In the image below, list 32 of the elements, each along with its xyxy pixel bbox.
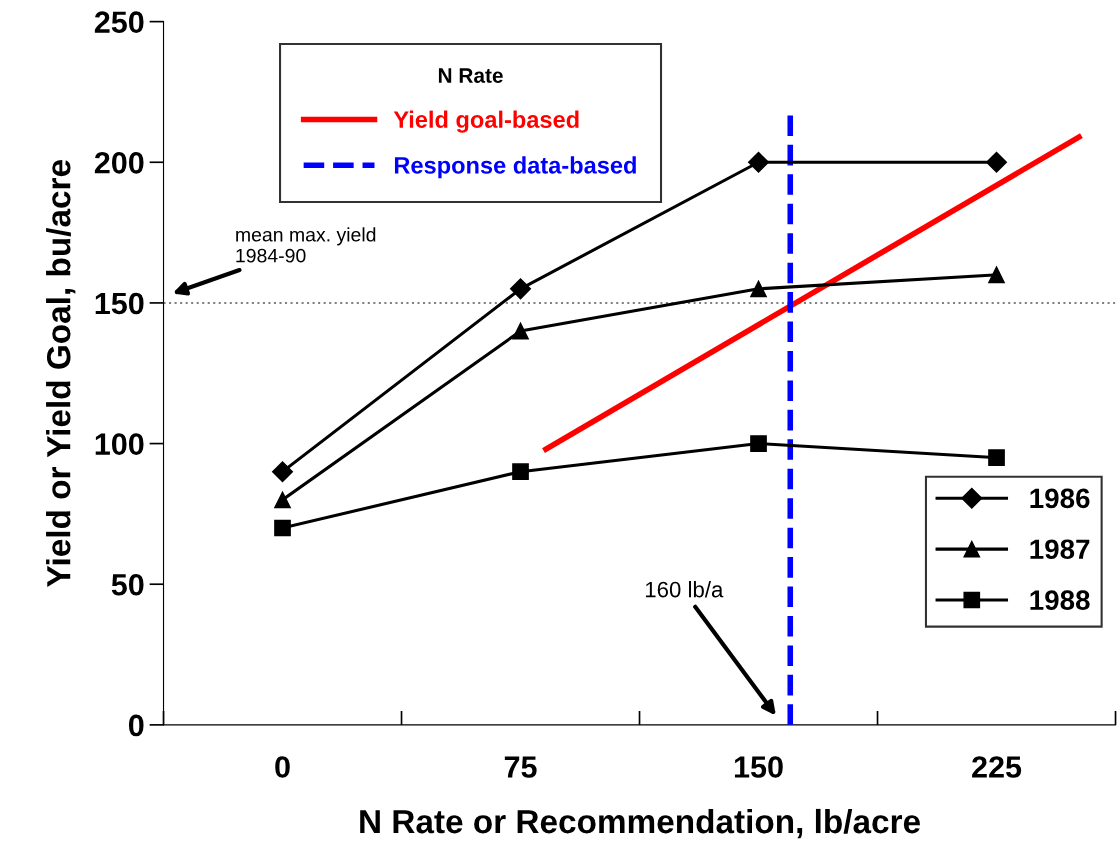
legend-label: 1986 — [1030, 488, 1090, 509]
x-tick-label: 75 — [504, 756, 537, 778]
y-tick-label: 250 — [94, 11, 144, 33]
point — [274, 519, 291, 537]
y-tick-label: 0 — [128, 714, 144, 737]
annotation: 160 lb/a — [645, 581, 724, 598]
point — [272, 461, 294, 483]
legend-label: 1988 — [1030, 590, 1090, 610]
legend-title: N Rate — [438, 68, 503, 83]
y-tick-label: 150 — [95, 292, 144, 315]
point — [510, 278, 532, 300]
x-tick-label: 225 — [972, 756, 1022, 778]
point — [750, 435, 767, 452]
legend-label: Yield goal-based — [393, 110, 579, 133]
y-tick-label: 200 — [94, 152, 144, 174]
y-tick-label: 50 — [111, 573, 144, 596]
legend-label: Response data-based — [394, 156, 636, 179]
y-tick-label: 100 — [95, 433, 144, 455]
point — [748, 151, 770, 173]
ref-line-label: mean max. yield 1984-90 — [236, 227, 376, 263]
x-tick-label: 0 — [275, 756, 290, 778]
y-axis-title: Yield or Yield Goal, bu/acre — [46, 160, 76, 587]
point — [988, 266, 1005, 284]
point — [512, 322, 529, 340]
x-axis-title: N Rate or Recommendation, lb/acre — [360, 808, 920, 839]
point — [274, 491, 291, 509]
point — [512, 463, 529, 481]
point — [988, 449, 1005, 466]
point — [750, 280, 767, 298]
x-tick-label: 150 — [734, 756, 783, 778]
legend-label: 1987 — [1030, 539, 1090, 560]
point — [986, 151, 1008, 173]
